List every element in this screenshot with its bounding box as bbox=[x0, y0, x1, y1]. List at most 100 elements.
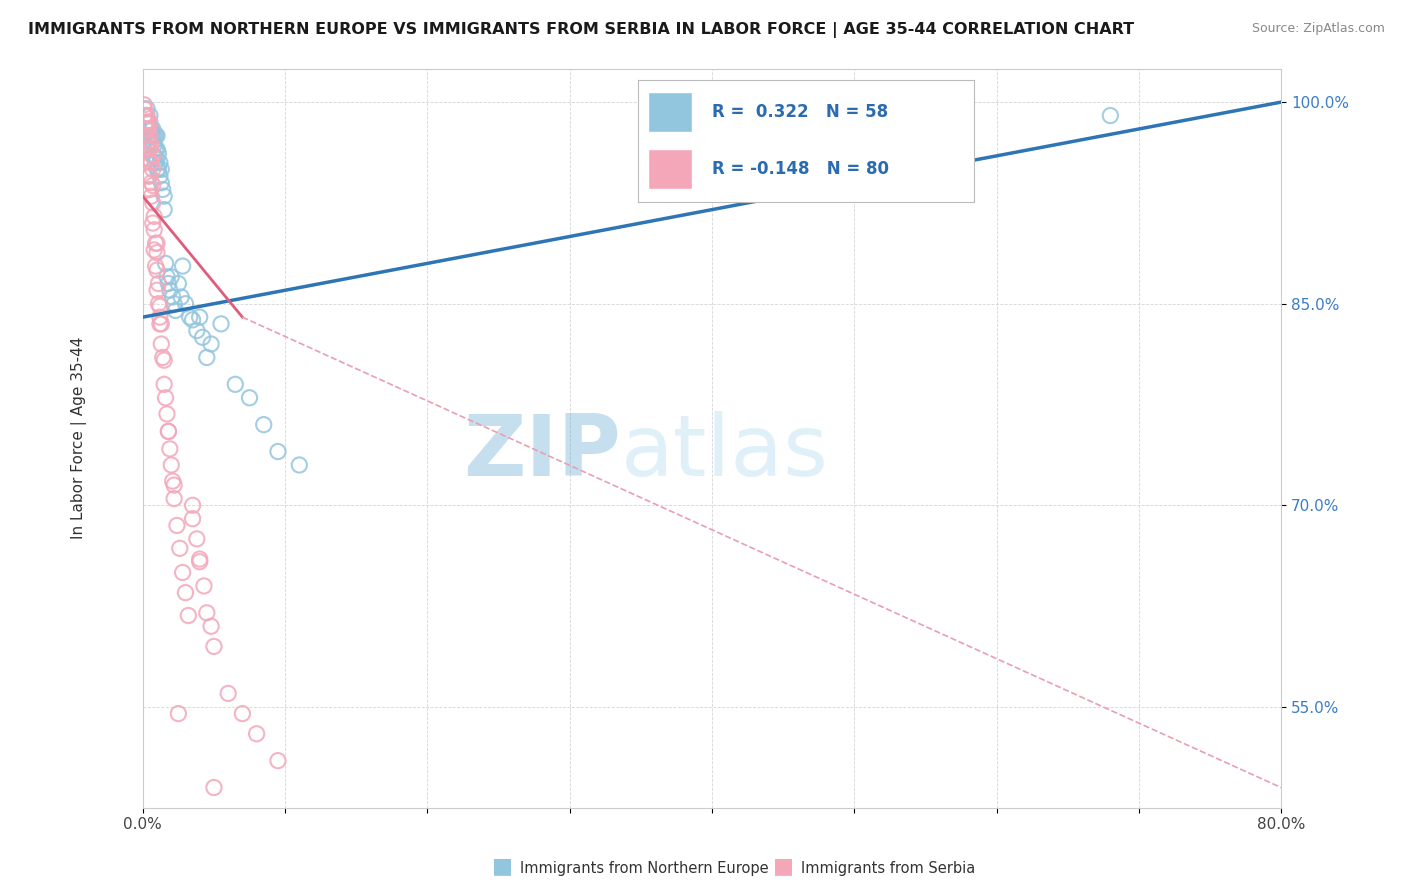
Point bbox=[167, 706, 190, 721]
Point bbox=[141, 122, 163, 136]
Text: ■: ■ bbox=[492, 856, 513, 876]
Point bbox=[162, 290, 184, 304]
Point bbox=[135, 128, 157, 143]
Point bbox=[202, 640, 225, 654]
Point bbox=[150, 317, 173, 331]
Point bbox=[163, 296, 186, 310]
Point bbox=[139, 128, 162, 143]
Point bbox=[142, 122, 165, 136]
Point bbox=[139, 115, 162, 129]
Point bbox=[138, 136, 160, 150]
Point bbox=[160, 269, 183, 284]
Point bbox=[163, 478, 186, 492]
Point bbox=[139, 109, 162, 123]
Point bbox=[136, 142, 159, 156]
Point bbox=[159, 442, 181, 456]
Point bbox=[186, 532, 208, 546]
Point bbox=[146, 142, 169, 156]
Point bbox=[181, 313, 204, 327]
Point bbox=[143, 149, 166, 163]
Point bbox=[157, 277, 180, 291]
Point bbox=[136, 109, 159, 123]
Point bbox=[153, 189, 176, 203]
Point bbox=[146, 128, 169, 143]
Point bbox=[152, 351, 174, 365]
Point bbox=[181, 512, 204, 526]
Point bbox=[141, 176, 163, 190]
Point bbox=[179, 310, 201, 325]
Point bbox=[148, 162, 170, 177]
Point bbox=[153, 202, 176, 217]
Point bbox=[142, 216, 165, 230]
Point bbox=[153, 353, 176, 368]
Point bbox=[134, 102, 156, 116]
Point bbox=[159, 283, 181, 297]
Point bbox=[156, 269, 179, 284]
Point bbox=[139, 169, 162, 183]
Point bbox=[167, 277, 190, 291]
Point bbox=[134, 97, 156, 112]
Point bbox=[253, 417, 276, 432]
Point bbox=[150, 162, 173, 177]
Point bbox=[136, 115, 159, 129]
Point bbox=[138, 152, 160, 166]
Point bbox=[148, 277, 170, 291]
Point bbox=[172, 566, 194, 580]
Point bbox=[209, 317, 232, 331]
Point bbox=[150, 176, 173, 190]
Point bbox=[163, 491, 186, 506]
Point bbox=[288, 458, 311, 472]
Point bbox=[231, 706, 253, 721]
Point bbox=[188, 310, 211, 325]
Y-axis label: In Labor Force | Age 35-44: In Labor Force | Age 35-44 bbox=[72, 337, 87, 540]
Point bbox=[174, 585, 197, 599]
Point bbox=[181, 498, 204, 512]
Point bbox=[136, 122, 159, 136]
Point bbox=[138, 128, 160, 143]
Point bbox=[148, 296, 170, 310]
Point bbox=[141, 128, 163, 143]
Point bbox=[165, 303, 187, 318]
Text: ZIP: ZIP bbox=[463, 411, 621, 494]
Point bbox=[246, 727, 269, 741]
Point bbox=[148, 146, 170, 161]
Point bbox=[143, 128, 166, 143]
Point bbox=[143, 223, 166, 237]
Point bbox=[142, 136, 165, 150]
Point bbox=[141, 138, 163, 153]
Point bbox=[142, 178, 165, 193]
Point bbox=[188, 555, 211, 569]
Point bbox=[166, 518, 188, 533]
Point bbox=[142, 195, 165, 210]
Point bbox=[200, 619, 222, 633]
Point bbox=[152, 182, 174, 196]
Point bbox=[145, 236, 167, 251]
Point bbox=[146, 152, 169, 166]
Point bbox=[169, 541, 191, 556]
Text: atlas: atlas bbox=[621, 411, 830, 494]
Point bbox=[146, 245, 169, 260]
Point bbox=[143, 210, 166, 224]
Point bbox=[142, 149, 165, 163]
Point bbox=[142, 128, 165, 143]
Point bbox=[142, 149, 165, 163]
Point bbox=[186, 324, 208, 338]
Point bbox=[136, 133, 159, 147]
Text: Immigrants from Serbia: Immigrants from Serbia bbox=[801, 861, 976, 876]
Point bbox=[149, 310, 172, 325]
Point bbox=[172, 259, 194, 273]
Point bbox=[156, 407, 179, 421]
Point bbox=[146, 162, 169, 177]
Point bbox=[217, 686, 239, 700]
Point bbox=[160, 458, 183, 472]
Point bbox=[145, 259, 167, 273]
Point bbox=[135, 109, 157, 123]
Point bbox=[1099, 109, 1122, 123]
Point bbox=[149, 169, 172, 183]
Text: Immigrants from Northern Europe: Immigrants from Northern Europe bbox=[520, 861, 769, 876]
Point bbox=[153, 377, 176, 392]
Point bbox=[191, 330, 214, 344]
Point bbox=[146, 283, 169, 297]
Point bbox=[224, 377, 246, 392]
Point bbox=[145, 128, 167, 143]
